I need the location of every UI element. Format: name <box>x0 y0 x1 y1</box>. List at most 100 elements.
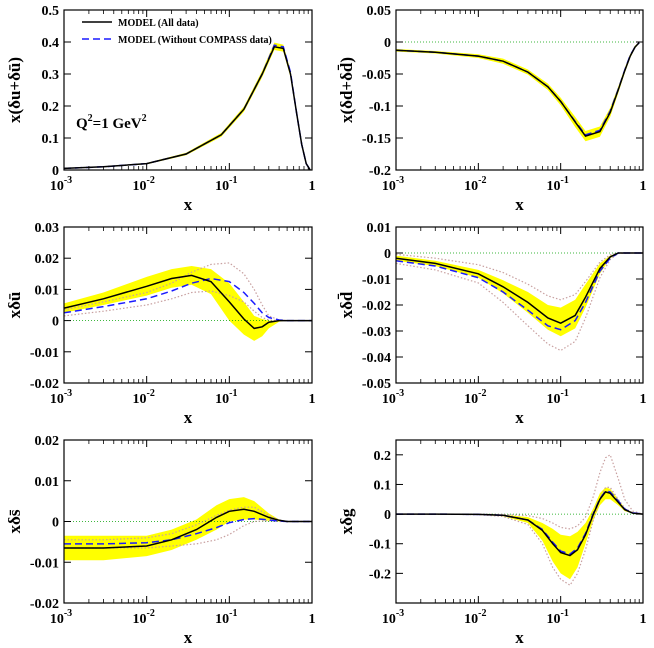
x-tick-label: 1 <box>309 612 316 627</box>
y-tick-label: 0.01 <box>367 221 392 236</box>
y-axis-label: xδū <box>5 292 24 319</box>
x-tick-label: 10-3 <box>382 608 404 627</box>
x-tick-label: 10-1 <box>215 388 237 407</box>
y-tick-label: 0.02 <box>35 434 60 449</box>
y-tick-label: -0.04 <box>362 351 391 366</box>
dotted-lower-bound <box>396 252 643 352</box>
y-axis-label: x(δu+δū) <box>5 57 24 123</box>
x-tick-label: 1 <box>640 612 647 627</box>
panel-p1: 0 0.1 0.2 0.3 0.4 0.5 10-3 10-2 10-1 1 x x(δu+δū) MO… <box>5 4 316 214</box>
y-tick-label: -0.2 <box>369 164 391 179</box>
uncertainty-band <box>396 487 643 580</box>
x-tick-label: 10-2 <box>464 388 486 407</box>
y-tick-label: 0.5 <box>42 4 60 19</box>
y-tick-label: 0 <box>52 164 59 179</box>
y-tick-label: -0.05 <box>362 68 391 83</box>
y-tick-label: -0.03 <box>362 325 391 340</box>
y-axis-label: x(δd+δd̄) <box>337 57 356 123</box>
plot-area <box>64 42 312 170</box>
series-all-data <box>64 274 312 330</box>
y-tick-label: 0 <box>52 516 59 531</box>
x-tick-label: 10-3 <box>382 175 404 194</box>
series-all-data <box>396 252 643 325</box>
plot-area <box>64 497 312 561</box>
panel-p3: -0.02 -0.01 0 0.01 0.02 0.03 10-3 10-2 10-1 1 x xδū <box>5 221 316 427</box>
plot-frame <box>395 9 644 171</box>
x-tick-label: 10-2 <box>132 608 154 627</box>
x-tick-label: 1 <box>640 392 647 407</box>
y-tick-label: -0.2 <box>369 567 391 582</box>
uncertainty-band <box>64 42 311 170</box>
x-axis-label: x <box>184 195 193 214</box>
y-tick-label: -0.15 <box>362 132 391 147</box>
y-axis-label: xδg <box>337 508 356 534</box>
y-axis-label: xδs̄ <box>5 509 24 533</box>
legend-label: MODEL (All data) <box>118 18 199 29</box>
x-tick-label: 10-1 <box>546 388 568 407</box>
x-tick-label: 10-2 <box>132 175 154 194</box>
y-tick-label: -0.02 <box>30 377 59 392</box>
legend: MODEL (All data) MODEL (Without COMPASS d… <box>82 18 272 46</box>
uncertainty-band <box>64 497 312 561</box>
y-tick-label: 0 <box>52 315 59 330</box>
y-tick-label: 0.05 <box>367 4 392 19</box>
plot-area <box>396 453 643 587</box>
y-tick-label: 0.2 <box>42 100 60 115</box>
panel-p5: -0.02 -0.01 0 0.01 0.02 10-3 10-2 10-1 1 x xδs̄ <box>5 434 316 647</box>
panel-p2: -0.2 -0.15 -0.1 -0.05 0 0.05 10-3 10-2 10-1 1 x x(δ… <box>337 4 647 214</box>
series-without-compass <box>64 277 312 322</box>
y-tick-label: 0.02 <box>35 252 60 267</box>
x-tick-label: 10-3 <box>50 388 72 407</box>
series-all-data <box>64 508 312 549</box>
x-tick-label: 10-2 <box>132 388 154 407</box>
x-tick-label: 1 <box>309 392 316 407</box>
y-tick-label: -0.02 <box>30 597 59 612</box>
y-tick-label: 0.4 <box>42 36 60 51</box>
y-tick-label: 0.01 <box>35 475 60 490</box>
plot-area <box>396 252 643 352</box>
plot-frame <box>63 9 313 171</box>
y-tick-label: -0.05 <box>362 377 391 392</box>
series-without-compass <box>396 490 643 555</box>
x-tick-label: 10-2 <box>464 608 486 627</box>
plot-frame <box>63 226 313 384</box>
panel-p4: -0.05 -0.04 -0.03 -0.02 -0.01 0 0.01 10-3 10-2 10… <box>337 221 647 427</box>
uncertainty-band <box>64 266 312 341</box>
series-all-data <box>64 45 311 170</box>
x-axis-label: x <box>515 408 524 427</box>
y-tick-label: 0.2 <box>374 449 392 464</box>
dotted-lower-bound <box>64 520 312 549</box>
series-all-data <box>396 491 643 557</box>
dotted-lower-bound <box>396 486 643 587</box>
x-tick-label: 10-1 <box>546 608 568 627</box>
x-tick-label: 10-2 <box>464 175 486 194</box>
y-tick-label: 0.3 <box>42 68 60 83</box>
x-tick-label: 1 <box>309 179 316 194</box>
y-tick-label: 0 <box>384 508 391 523</box>
q2-annotation: Q2=1 GeV2 <box>76 113 147 132</box>
y-tick-label: -0.02 <box>362 299 391 314</box>
series-without-compass <box>64 44 311 170</box>
plot-area <box>64 262 312 341</box>
y-tick-label: -0.1 <box>369 100 391 115</box>
panel-p6: -0.2 -0.1 0 0.1 0.2 10-3 10-2 10-1 1 x xδg <box>337 439 647 647</box>
y-tick-label: 0 <box>384 36 391 51</box>
plot-frame <box>395 439 644 604</box>
y-axis-label: xδd̄ <box>337 291 356 318</box>
plot-area <box>396 41 643 142</box>
x-tick-label: 10-3 <box>50 175 72 194</box>
y-tick-label: -0.1 <box>369 538 391 553</box>
y-tick-label: -0.01 <box>30 556 59 571</box>
x-tick-label: 10-1 <box>215 175 237 194</box>
x-axis-label: x <box>184 628 193 647</box>
y-tick-label: 0.1 <box>42 132 60 147</box>
x-tick-label: 10-3 <box>50 608 72 627</box>
y-tick-label: 0.01 <box>35 283 60 298</box>
x-axis-label: x <box>515 628 524 647</box>
x-axis-label: x <box>184 408 193 427</box>
y-tick-label: 0.1 <box>374 478 392 493</box>
y-tick-label: 0.03 <box>35 221 60 236</box>
y-tick-label: -0.01 <box>30 346 59 361</box>
x-axis-label: x <box>515 195 524 214</box>
